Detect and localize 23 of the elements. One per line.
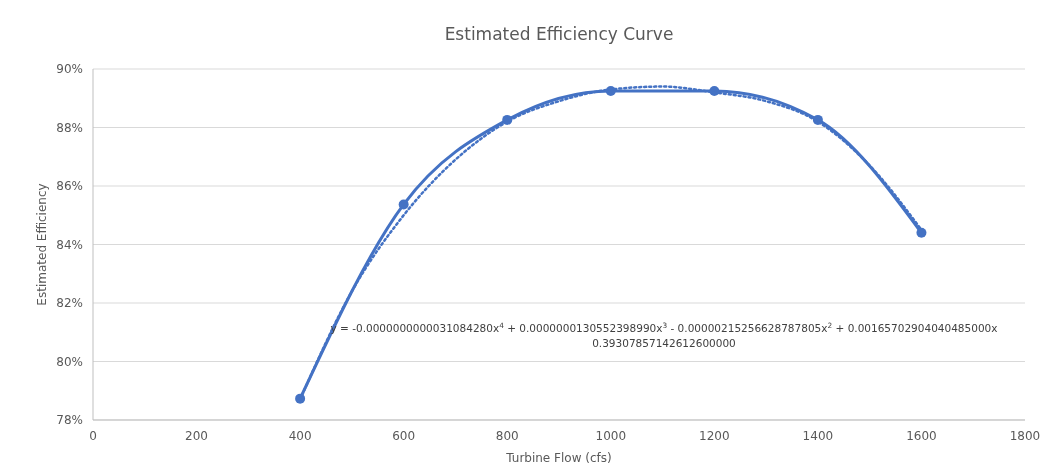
y-tick-label: 82% bbox=[56, 296, 83, 310]
x-tick-label: 1400 bbox=[802, 429, 834, 443]
point bbox=[916, 227, 927, 238]
y-tick-label: 84% bbox=[56, 237, 83, 252]
x-tick-label: 1200 bbox=[699, 429, 730, 443]
x-tick-label: 1600 bbox=[906, 429, 937, 443]
y-tick-label: 78% bbox=[56, 413, 83, 427]
y-tick-label: 80% bbox=[56, 354, 83, 369]
y-tick-label: 86% bbox=[56, 179, 83, 193]
x-tick-label: 600 bbox=[392, 429, 416, 443]
y-axis-title: Estimated Efficiency bbox=[35, 183, 49, 306]
x-tick-label: 0 bbox=[89, 429, 97, 443]
y-tick-label: 88% bbox=[56, 120, 83, 135]
annotation: 0.39307857142612600000 bbox=[592, 337, 736, 350]
x-tick-label: 1800 bbox=[1009, 429, 1041, 443]
x-tick-label: 800 bbox=[495, 429, 519, 443]
chart-title: Estimated Efficiency Curve bbox=[444, 24, 674, 44]
point bbox=[398, 199, 409, 210]
y-tick-label: 90% bbox=[56, 62, 83, 76]
x-tick-label: 1000 bbox=[595, 429, 627, 443]
x-tick-label: 200 bbox=[185, 429, 209, 443]
x-tick-label: 400 bbox=[288, 429, 312, 443]
x-axis-title: Turbine Flow (cfs) bbox=[505, 451, 612, 465]
